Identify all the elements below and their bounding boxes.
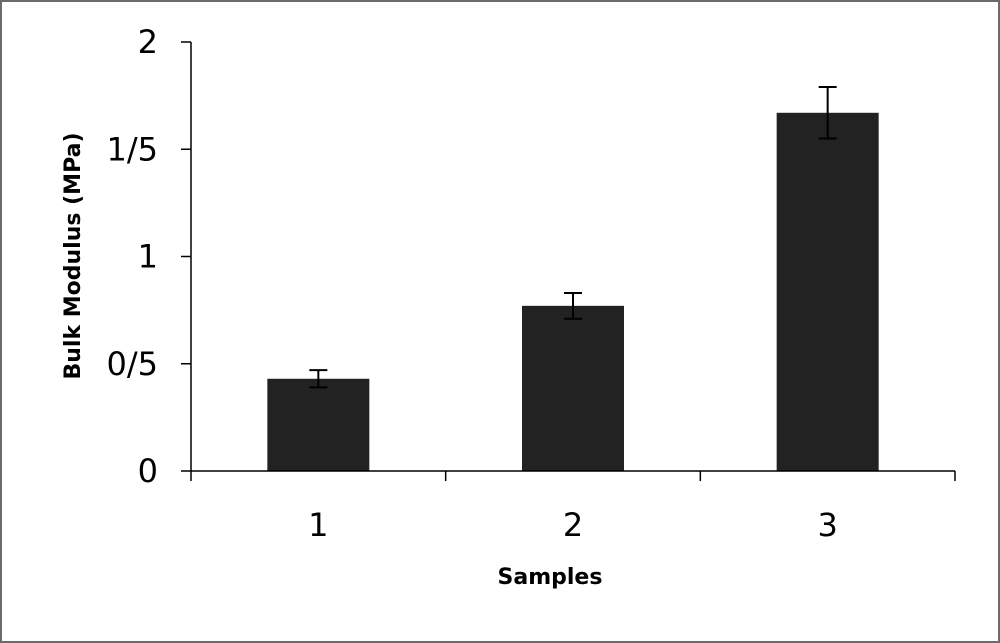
bars-layer xyxy=(267,86,879,471)
y-tick-label: 0 xyxy=(138,452,158,490)
bar-3 xyxy=(776,112,879,471)
bar-2 xyxy=(522,305,624,471)
y-tick-label: 0/5 xyxy=(107,345,159,383)
x-axis-title: Samples xyxy=(498,565,603,590)
y-tick-label: 2 xyxy=(138,23,158,61)
x-tick-label-1: 1 xyxy=(308,506,328,544)
labels-layer: 1 2 3 0 0/5 1 1/5 2 xyxy=(107,23,838,544)
y-tick-label: 1/5 xyxy=(107,130,159,168)
y-tick-label: 1 xyxy=(138,238,158,276)
x-tick-label-3: 3 xyxy=(817,506,837,544)
bar-1 xyxy=(267,378,370,471)
axes-layer xyxy=(181,41,956,481)
x-tick-label-2: 2 xyxy=(563,506,583,544)
y-axis-title: Bulk Modulus (MPa) xyxy=(61,132,86,379)
